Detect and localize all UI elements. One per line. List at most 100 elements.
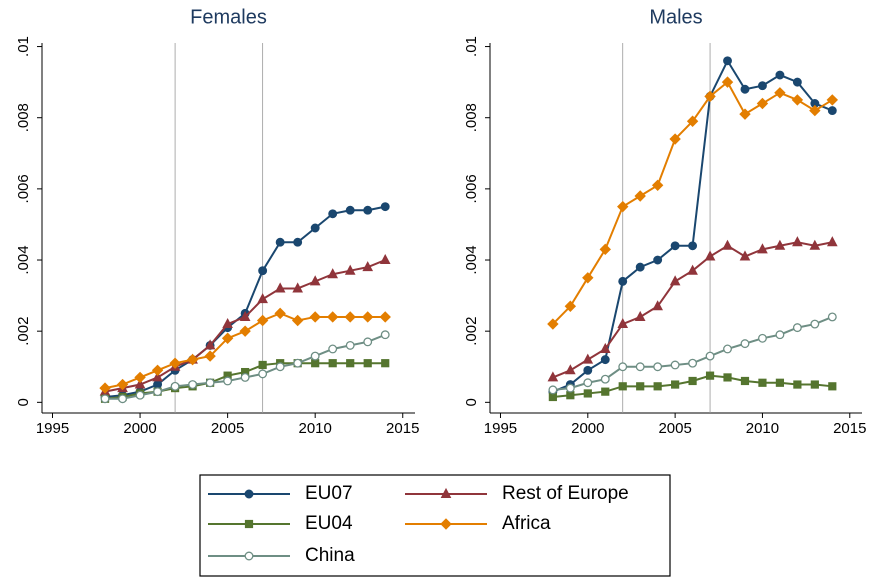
marker <box>222 317 233 329</box>
marker <box>827 106 837 116</box>
marker <box>291 314 304 327</box>
marker <box>826 236 838 247</box>
marker <box>381 359 390 368</box>
legend-item: Rest of Europe <box>405 483 629 504</box>
marker <box>739 250 751 261</box>
data-line: Rest of Europe <box>552 241 833 379</box>
marker <box>548 385 558 395</box>
marker <box>810 380 819 389</box>
marker <box>135 390 145 400</box>
marker <box>653 255 663 265</box>
marker <box>151 364 164 377</box>
marker <box>636 382 645 391</box>
marker <box>564 300 577 312</box>
marker <box>223 376 233 386</box>
marker <box>362 311 374 323</box>
x-tick-label: 2005 <box>658 420 691 437</box>
marker <box>380 330 390 340</box>
marker <box>740 84 750 94</box>
marker <box>258 360 267 370</box>
marker <box>152 371 163 382</box>
marker <box>791 94 804 106</box>
marker <box>293 237 303 247</box>
marker <box>188 380 198 389</box>
marker <box>757 243 768 254</box>
marker <box>344 311 356 323</box>
y-tick-label: .008 <box>15 103 32 132</box>
marker <box>170 381 180 391</box>
marker <box>826 94 839 106</box>
marker <box>239 325 251 337</box>
marker <box>221 332 234 344</box>
marker <box>275 362 285 372</box>
x-tick-label: 2005 <box>211 420 244 437</box>
marker <box>169 357 181 369</box>
legend-box <box>199 474 671 577</box>
marker <box>311 359 320 368</box>
marker <box>669 133 681 145</box>
marker <box>292 282 304 293</box>
marker <box>652 300 663 311</box>
marker <box>617 317 629 329</box>
series: Africa <box>547 76 839 330</box>
marker <box>792 236 803 247</box>
x-tick-label: 1995 <box>484 420 517 437</box>
marker <box>205 378 215 388</box>
marker <box>599 243 611 256</box>
marker <box>153 380 163 389</box>
marker <box>293 358 303 368</box>
marker <box>704 250 716 261</box>
marker <box>793 380 802 389</box>
marker <box>775 330 785 340</box>
marker <box>186 353 199 366</box>
marker <box>599 342 611 353</box>
marker <box>345 340 355 350</box>
marker <box>653 362 663 372</box>
y-tick-label: .008 <box>463 103 480 132</box>
marker <box>687 264 698 275</box>
marker <box>775 378 785 387</box>
marker <box>565 383 575 393</box>
marker <box>274 307 286 320</box>
marker <box>582 353 594 364</box>
x-tick-label: 2015 <box>386 420 419 437</box>
y-tick-label: 0 <box>463 398 480 406</box>
marker <box>688 376 697 386</box>
marker <box>756 97 769 110</box>
marker <box>723 56 732 66</box>
marker <box>740 339 750 349</box>
marker <box>758 378 767 387</box>
marker <box>309 311 321 323</box>
marker <box>204 339 216 350</box>
marker <box>739 108 751 120</box>
series <box>100 330 390 404</box>
marker <box>810 319 820 329</box>
data-line: EU07 <box>552 58 833 393</box>
marker <box>600 374 610 384</box>
marker <box>775 70 785 80</box>
marker <box>257 293 268 304</box>
marker <box>582 272 594 284</box>
marker <box>240 372 250 382</box>
legend-item: EU07 <box>208 483 353 504</box>
legend-marker <box>440 518 452 530</box>
legend-item: China <box>208 545 355 566</box>
marker <box>363 337 373 347</box>
marker <box>635 362 645 372</box>
marker <box>275 237 285 247</box>
legend-label: EU04 <box>305 513 353 534</box>
legend-marker <box>244 519 254 529</box>
marker <box>100 394 110 404</box>
marker <box>118 394 128 404</box>
marker <box>705 371 715 380</box>
marker <box>758 81 767 91</box>
marker <box>328 359 337 368</box>
marker <box>601 387 610 396</box>
marker <box>547 318 559 330</box>
marker <box>380 202 390 212</box>
marker <box>670 241 680 251</box>
legend-label: Rest of Europe <box>502 483 629 504</box>
marker <box>686 115 699 127</box>
marker <box>669 275 681 286</box>
